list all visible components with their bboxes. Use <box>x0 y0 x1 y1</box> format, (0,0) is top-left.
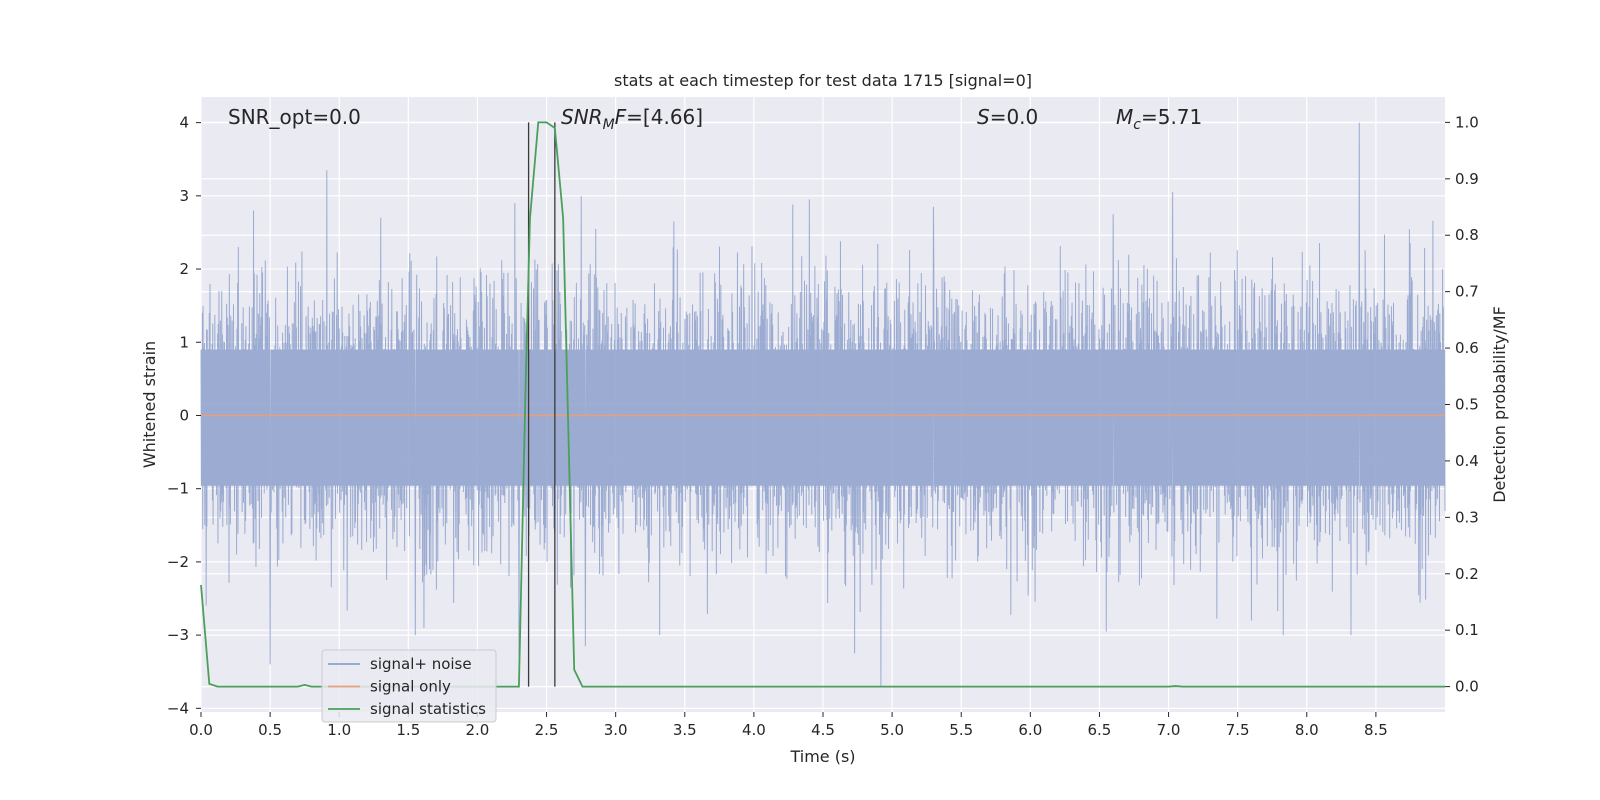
y-left-tick-label: 0 <box>179 406 189 424</box>
x-tick-label: 3.0 <box>604 721 628 739</box>
y-left-tick-label: −3 <box>167 626 189 644</box>
y-right-tick-label: 0.0 <box>1455 678 1479 696</box>
x-tick-label: 7.0 <box>1157 721 1181 739</box>
signal-noise-line <box>200 122 1446 687</box>
legend-box <box>321 649 497 723</box>
legend: signal+ noise signal only signal statistic… <box>321 649 497 723</box>
x-tick-label: 1.0 <box>327 721 351 739</box>
x-tick-label: 7.5 <box>1226 721 1250 739</box>
legend-label: signal only <box>370 678 451 696</box>
y-axis-left-label: Whitened strain <box>140 341 159 468</box>
y-right-tick-label: 0.4 <box>1455 452 1479 470</box>
y-right-tick-label: 0.8 <box>1455 226 1479 244</box>
y-right-tick-label: 1.0 <box>1455 113 1479 131</box>
series-lines <box>200 121 1445 688</box>
x-tick-label: 5.5 <box>949 721 973 739</box>
legend-label: signal+ noise <box>370 655 472 673</box>
x-tick-label: 4.5 <box>811 721 835 739</box>
y-left-tick-label: 3 <box>179 187 189 205</box>
y-right-tick-label: 0.6 <box>1455 339 1479 357</box>
x-tick-label: 2.0 <box>466 721 490 739</box>
y-right-tick-label: 0.3 <box>1455 508 1479 526</box>
y-left-tick-label: 2 <box>179 260 189 278</box>
x-tick-label: 4.0 <box>742 721 766 739</box>
series-signal-noise <box>200 122 1446 687</box>
annotation-2: S=0.0 <box>977 105 1038 129</box>
y-axis-right-label: Detection probability/MF <box>1490 306 1509 503</box>
y-right-tick-label: 0.5 <box>1455 396 1479 414</box>
y-left-tick-label: −4 <box>167 699 189 717</box>
axes: 0.0 0.5 1.0 1.5 2.0 2.5 3.0 3.5 4.0 4.5 5.0 5.5 6.0 6… <box>167 113 1479 739</box>
y-right-tick-label: 0.7 <box>1455 283 1479 301</box>
x-tick-label: 0.0 <box>189 721 213 739</box>
x-tick-label: 2.5 <box>535 721 559 739</box>
x-tick-label: 8.5 <box>1364 721 1388 739</box>
chart-title: stats at each timestep for test data 171… <box>614 71 1032 90</box>
y-right-tick-label: 0.1 <box>1455 621 1479 639</box>
annotation-3: Mc=5.71 <box>1116 105 1202 133</box>
x-tick-label: 8.0 <box>1295 721 1319 739</box>
signal-statistics-line <box>200 121 1445 688</box>
x-tick-label: 0.5 <box>258 721 282 739</box>
y-right-tick-label: 0.2 <box>1455 565 1479 583</box>
y-right-tick-label: 0.9 <box>1455 170 1479 188</box>
x-tick-label: 6.5 <box>1088 721 1112 739</box>
x-tick-label: 1.5 <box>396 721 420 739</box>
x-tick-label: 5.0 <box>880 721 904 739</box>
x-tick-label: 6.0 <box>1018 721 1042 739</box>
y-left-tick-label: 1 <box>179 333 189 351</box>
y-left-tick-label: −2 <box>167 553 189 571</box>
x-axis-label: Time (s) <box>789 747 855 766</box>
annotations: SNR_opt=0.0 SNRMF=[4.66] S=0.0 Mc=5.71 <box>228 105 1202 133</box>
y-left-tick-label: −1 <box>167 480 189 498</box>
annotation-0: SNR_opt=0.0 <box>228 105 361 129</box>
y-left-tick-label: 4 <box>179 114 189 132</box>
annotation-1: SNRMF=[4.66] <box>561 105 703 133</box>
x-tick-label: 3.5 <box>673 721 697 739</box>
legend-label: signal statistics <box>370 700 486 718</box>
